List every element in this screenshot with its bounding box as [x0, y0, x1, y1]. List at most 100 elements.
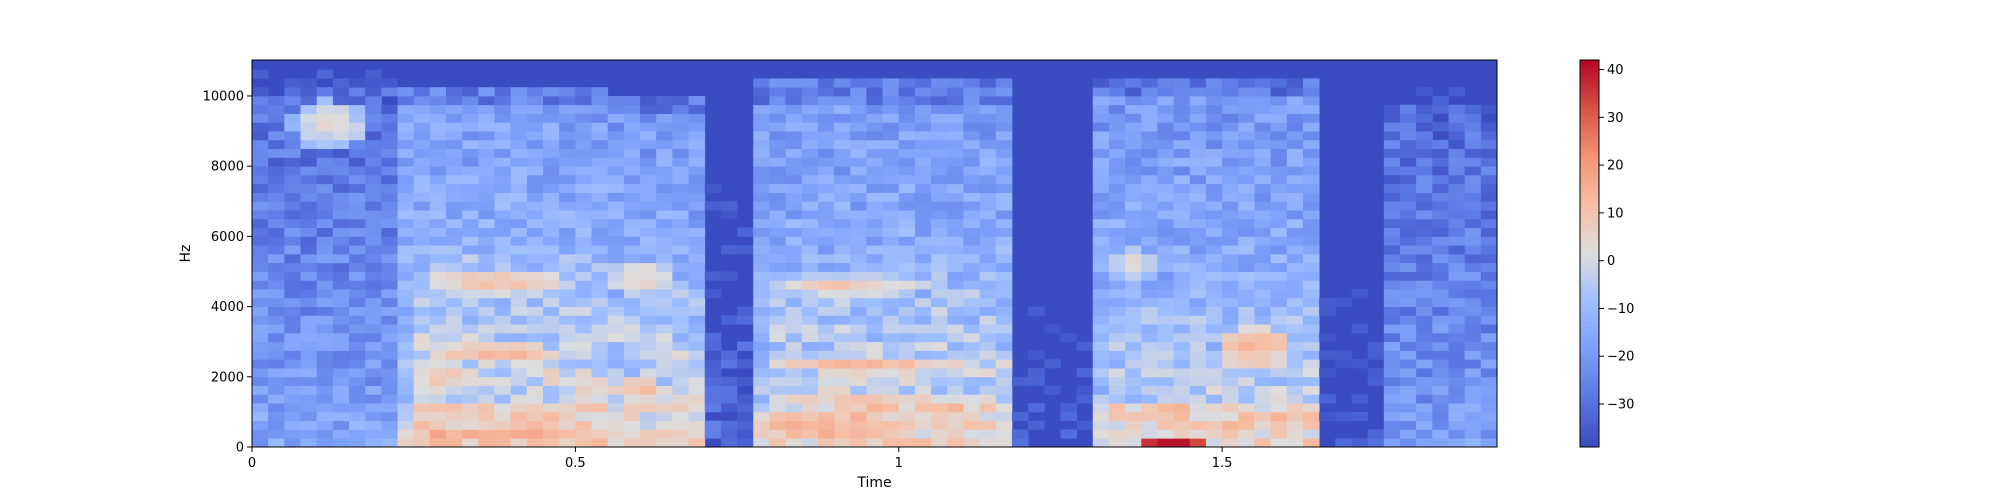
- spectrogram-cell: [995, 87, 1013, 97]
- spectrogram-cell: [753, 139, 770, 150]
- spectrogram-cell: [817, 368, 835, 378]
- spectrogram-cell: [1399, 201, 1417, 211]
- spectrogram-cell: [268, 122, 285, 132]
- spectrogram-cell: [1416, 157, 1433, 167]
- spectrogram-cell: [591, 253, 609, 264]
- spectrogram-cell: [979, 201, 997, 211]
- spectrogram-cell: [785, 262, 803, 272]
- spectrogram-cell: [963, 157, 980, 167]
- spectrogram-cell: [526, 113, 544, 123]
- spectrogram-cell: [1399, 104, 1417, 114]
- spectrogram-cell: [704, 201, 722, 211]
- spectrogram-cell: [1302, 341, 1320, 351]
- spectrogram-cell: [413, 139, 431, 150]
- spectrogram-cell: [801, 87, 819, 97]
- spectrogram-cell: [575, 245, 592, 255]
- spectrogram-cell: [1108, 218, 1126, 229]
- spectrogram-cell: [543, 429, 560, 439]
- spectrogram-cell: [1173, 166, 1191, 176]
- spectrogram-cell: [656, 131, 673, 141]
- spectrogram-cell: [494, 332, 512, 343]
- spectrogram-cell: [947, 420, 964, 430]
- spectrogram-cell: [1383, 218, 1401, 229]
- spectrogram-cell: [1416, 403, 1433, 413]
- spectrogram-cell: [769, 227, 786, 237]
- spectrogram-cell: [882, 122, 900, 132]
- spectrogram-cell: [1383, 376, 1401, 386]
- spectrogram-cell: [640, 332, 657, 343]
- spectrogram-cell: [252, 69, 269, 79]
- spectrogram-cell: [1302, 210, 1320, 220]
- spectrogram-cell: [1238, 139, 1255, 150]
- spectrogram-cell: [413, 394, 431, 404]
- spectrogram-cell: [559, 139, 576, 150]
- spectrogram-cell: [607, 350, 625, 360]
- spectrogram-cell: [995, 227, 1013, 237]
- spectrogram-cell: [1399, 324, 1417, 334]
- spectrogram-cell: [349, 403, 366, 413]
- spectrogram-cell: [914, 157, 932, 167]
- spectrogram-cell: [995, 315, 1013, 325]
- spectrogram-cell: [1432, 183, 1449, 193]
- y-tick-label: 6000: [211, 230, 244, 245]
- spectrogram-cell: [526, 280, 544, 290]
- spectrogram-cell: [672, 253, 689, 264]
- spectrogram-cell: [1480, 262, 1498, 272]
- spectrogram-cell: [349, 306, 366, 316]
- spectrogram-cell: [1448, 271, 1466, 281]
- spectrogram-cell: [1125, 139, 1142, 150]
- spectrogram-cell: [1189, 201, 1207, 211]
- spectrogram-cell: [300, 332, 318, 343]
- spectrogram-cell: [591, 403, 609, 413]
- spectrogram-cell: [349, 429, 366, 439]
- spectrogram-cell: [737, 315, 754, 325]
- spectrogram-cell: [365, 139, 382, 150]
- spectrogram-cell: [963, 359, 980, 369]
- spectrogram-cell: [1205, 359, 1223, 369]
- spectrogram-cell: [1351, 324, 1369, 334]
- spectrogram-cell: [1125, 376, 1142, 386]
- spectrogram-cell: [1416, 350, 1433, 360]
- spectrogram-cell: [1173, 271, 1191, 281]
- spectrogram-cell: [397, 201, 415, 211]
- spectrogram-cell: [769, 438, 786, 448]
- spectrogram-cell: [1270, 95, 1288, 106]
- spectrogram-cell: [1092, 324, 1110, 334]
- spectrogram-cell: [429, 341, 447, 351]
- spectrogram-cell: [526, 359, 544, 369]
- spectrogram-cell: [1092, 174, 1110, 185]
- spectrogram-cell: [1141, 104, 1158, 114]
- spectrogram-cell: [543, 306, 560, 316]
- spectrogram-cell: [850, 210, 867, 220]
- spectrogram-cell: [1399, 280, 1417, 290]
- spectrogram-cell: [850, 332, 867, 343]
- spectrogram-cell: [995, 131, 1013, 141]
- spectrogram-cell: [1383, 403, 1401, 413]
- spectrogram-cell: [688, 438, 706, 448]
- spectrogram-cell: [526, 271, 544, 281]
- spectrogram-cell: [947, 262, 964, 272]
- spectrogram-cell: [866, 306, 883, 316]
- spectrogram-cell: [623, 245, 641, 255]
- spectrogram-cell: [413, 183, 431, 193]
- spectrogram-cell: [1416, 297, 1433, 307]
- spectrogram-cell: [365, 315, 382, 325]
- spectrogram-cell: [575, 394, 592, 404]
- spectrogram-cell: [947, 341, 964, 351]
- spectrogram-cell: [349, 271, 366, 281]
- spectrogram-cell: [1383, 210, 1401, 220]
- spectrogram-cell: [1464, 403, 1482, 413]
- spectrogram-cell: [1254, 78, 1272, 88]
- spectrogram-cell: [478, 148, 495, 158]
- spectrogram-cell: [688, 95, 706, 106]
- spectrogram-cell: [575, 218, 592, 229]
- spectrogram-cell: [640, 324, 657, 334]
- spectrogram-cell: [1416, 376, 1433, 386]
- spectrogram-cell: [963, 429, 980, 439]
- spectrogram-cell: [1141, 157, 1158, 167]
- spectrogram-cell: [1189, 306, 1207, 316]
- spectrogram-cell: [284, 245, 301, 255]
- spectrogram-cell: [866, 350, 883, 360]
- spectrogram-cell: [1125, 341, 1142, 351]
- spectrogram-cell: [995, 332, 1013, 343]
